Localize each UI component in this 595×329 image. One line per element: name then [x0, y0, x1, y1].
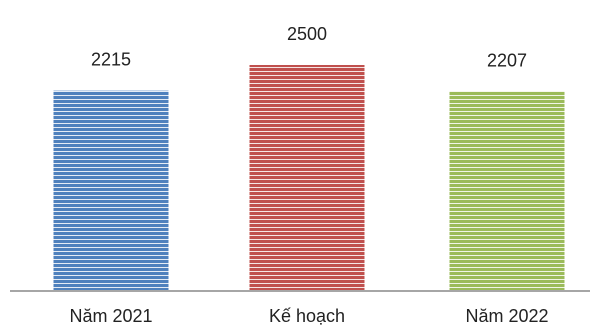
data-labels-layer: 2215 2500 2207: [91, 24, 527, 70]
data-label-1: 2215: [91, 50, 131, 70]
data-label-2: 2500: [287, 24, 327, 44]
bars-layer: [53, 65, 565, 291]
x-tick-label-2: Kế hoạch: [269, 306, 345, 326]
x-tick-label-3: Năm 2022: [465, 306, 548, 326]
bar-3: [449, 91, 565, 291]
bar-2: [249, 65, 365, 290]
data-label-3: 2207: [487, 50, 527, 70]
x-tick-labels-layer: Năm 2021 Kế hoạch Năm 2022: [69, 306, 548, 326]
bar-1: [53, 90, 169, 291]
x-tick-label-1: Năm 2021: [69, 306, 152, 326]
